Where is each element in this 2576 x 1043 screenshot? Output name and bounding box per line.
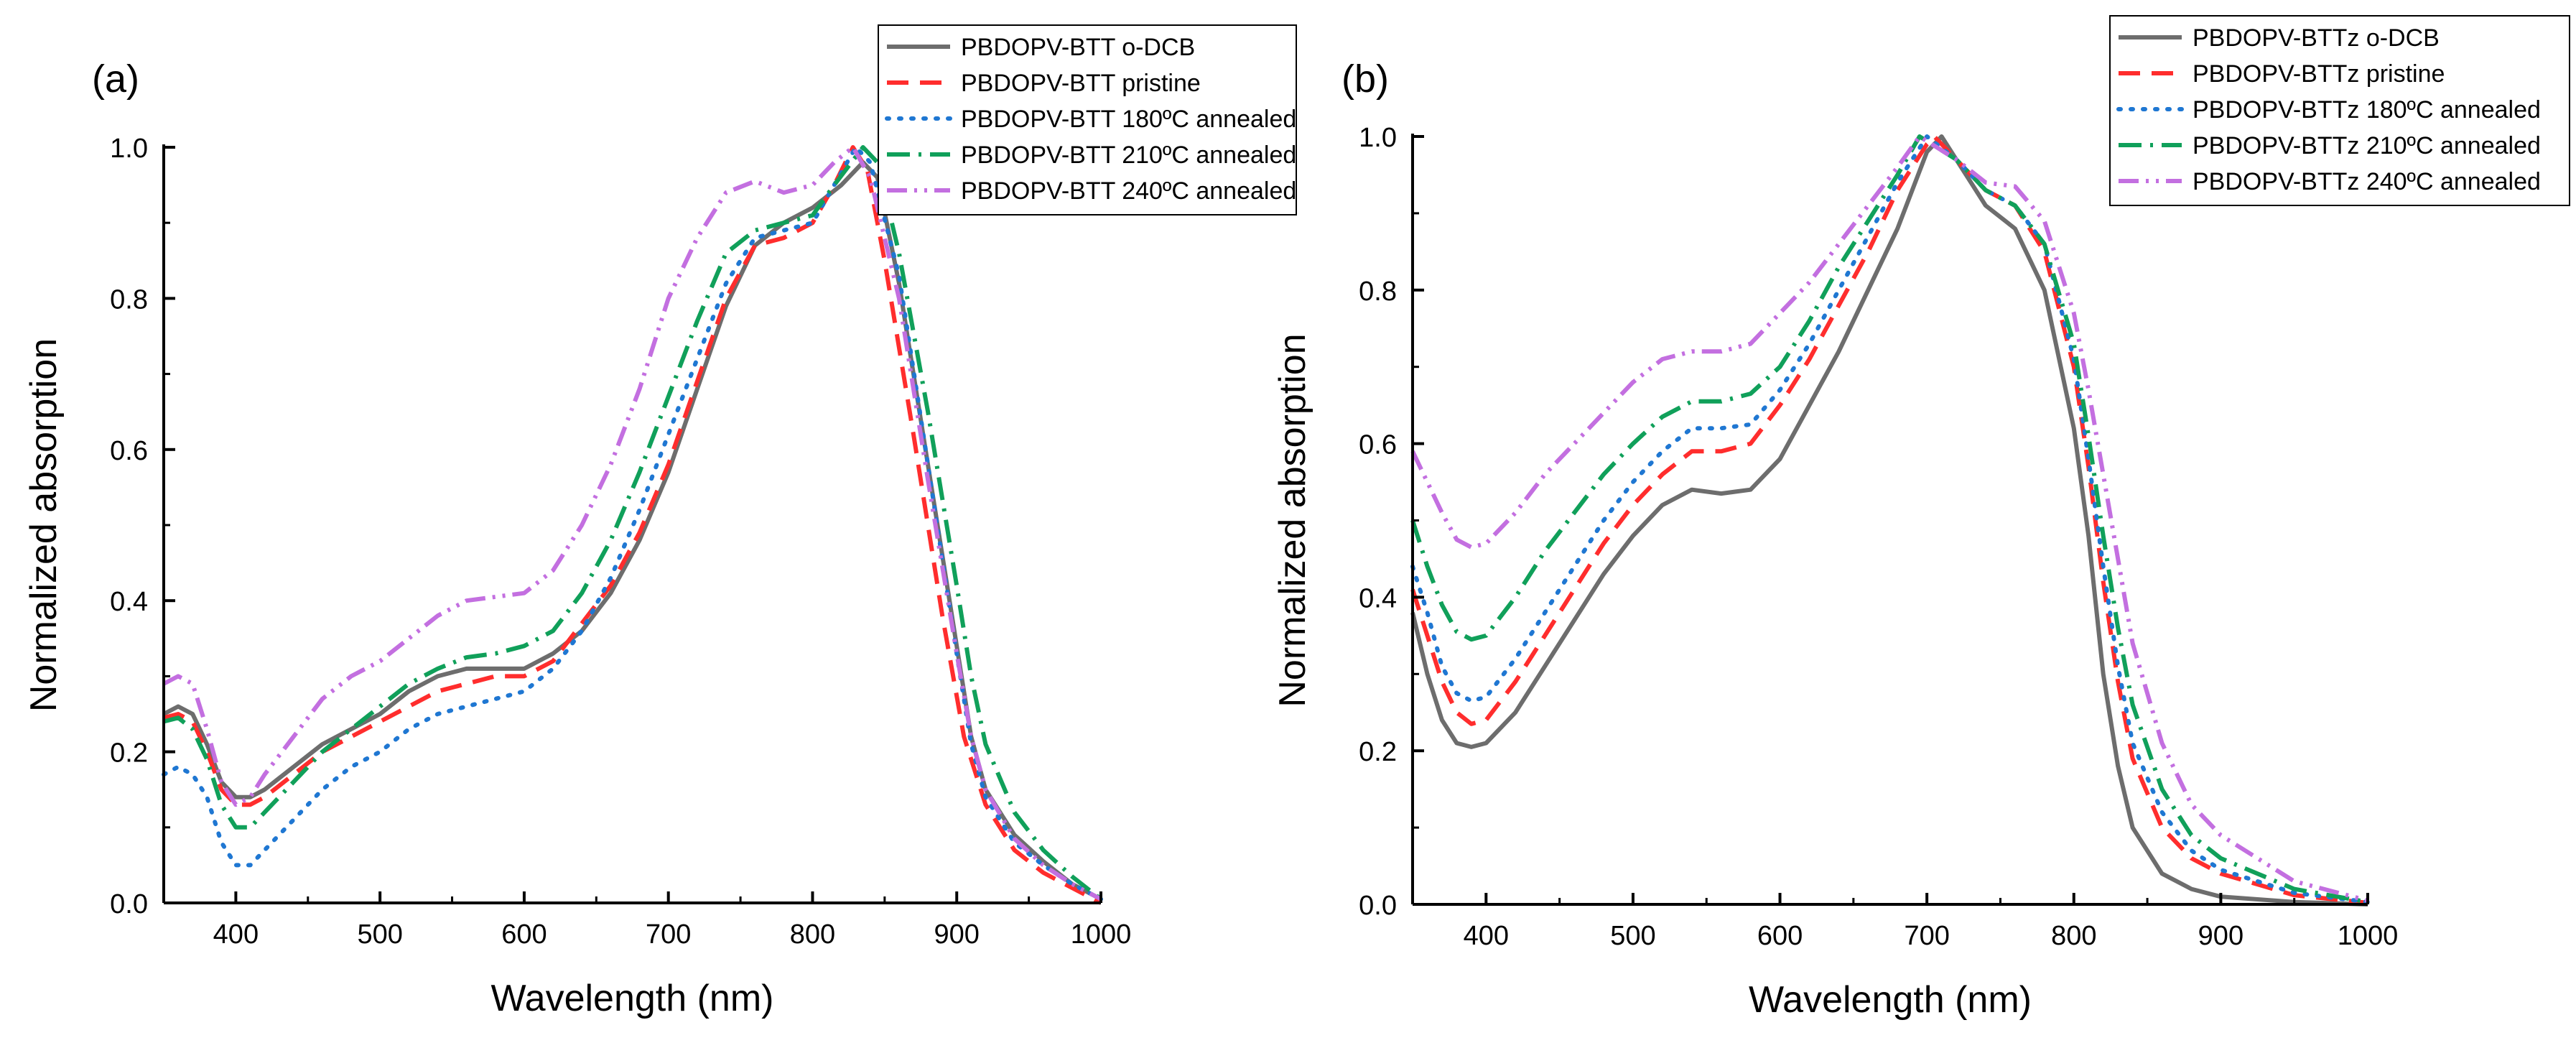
legend-label: PBDOPV-BTTz o-DCB [2193, 24, 2440, 52]
x-tick-label: 700 [1904, 921, 1949, 951]
legend-label: PBDOPV-BTTz pristine [2193, 60, 2445, 88]
y-tick-label: 0.6 [110, 436, 148, 466]
x-tick-label: 500 [357, 919, 402, 950]
legend-label: PBDOPV-BTTz 180ºC annealed [2193, 96, 2541, 124]
y-tick-label: 0.6 [1359, 430, 1397, 460]
x-tick-label: 400 [213, 919, 259, 950]
legend-label: PBDOPV-BTT 180ºC annealed [961, 106, 1296, 133]
panel-a: (a) 0.0 0.2 0.4 0.6 0.8 1.0 400 500 600 700 800 900 1… [23, 24, 1297, 1019]
y-tick-label: 0.2 [110, 738, 148, 769]
legend: PBDOPV-BTTz o-DCB PBDOPV-BTTz pristine PBD… [2109, 15, 2570, 206]
legend-label: PBDOPV-BTT 240ºC annealed [961, 177, 1296, 205]
x-tick-label: 800 [790, 919, 835, 950]
legend: PBDOPV-BTT o-DCB PBDOPV-BTT pristine PBDOP… [878, 24, 1297, 215]
y-axis-title: Normalized absorption [1272, 333, 1313, 707]
legend-label: PBDOPV-BTT 210ºC annealed [961, 142, 1296, 169]
x-tick-label: 500 [1610, 921, 1655, 951]
series-line-4 [163, 145, 1102, 901]
y-tick-label: 0.8 [110, 284, 148, 315]
legend-label: PBDOPV-BTT pristine [961, 70, 1201, 97]
legend-label: PBDOPV-BTT o-DCB [961, 34, 1195, 61]
series-line-5 [1410, 134, 2368, 903]
x-tick-label: 1000 [1071, 919, 1132, 950]
x-tick-label: 1000 [2338, 921, 2399, 951]
x-tick-label: 400 [1464, 921, 1509, 951]
y-tick-label: 0.4 [1359, 583, 1397, 613]
y-tick-label: 0.4 [110, 587, 148, 617]
series-line-1 [162, 160, 1102, 901]
x-axis-title: Wavelength (nm) [491, 978, 774, 1019]
x-axis-title: Wavelength (nm) [1749, 979, 2032, 1021]
legend-label: PBDOPV-BTTz 210ºC annealed [2193, 132, 2541, 159]
series-line-1 [1410, 134, 2368, 907]
legend-frame [878, 24, 1297, 215]
panel-b: (b) 0.0 0.2 0.4 0.6 0.8 1.0 400 500 600 700 800 900 1… [1272, 15, 2570, 1021]
legend-label: PBDOPV-BTTz 240ºC annealed [2193, 168, 2541, 195]
series-line-2 [163, 145, 1102, 905]
y-tick-label: 0.0 [1359, 891, 1397, 921]
x-tick-label: 800 [2051, 921, 2096, 951]
series-line-3 [162, 145, 1103, 901]
y-axis-title: Normalized absorption [23, 338, 65, 712]
series-line-2 [1410, 134, 2368, 905]
panel-label: (a) [92, 57, 139, 101]
y-tick-label: 0.8 [1359, 277, 1397, 307]
legend-frame [2109, 15, 2570, 206]
y-tick-label: 0.2 [1359, 737, 1397, 767]
series-line-3 [1410, 134, 2370, 904]
y-tick-label: 0.0 [110, 889, 148, 919]
panel-label: (b) [1342, 57, 1389, 101]
series-line-4 [1410, 134, 2368, 904]
x-tick-label: 600 [501, 919, 547, 950]
x-tick-label: 900 [2198, 921, 2243, 951]
y-tick-label: 1.0 [110, 134, 148, 164]
x-tick-label: 900 [934, 919, 980, 950]
x-tick-label: 600 [1757, 921, 1803, 951]
x-tick-label: 700 [646, 919, 691, 950]
y-tick-label: 1.0 [1359, 123, 1397, 153]
